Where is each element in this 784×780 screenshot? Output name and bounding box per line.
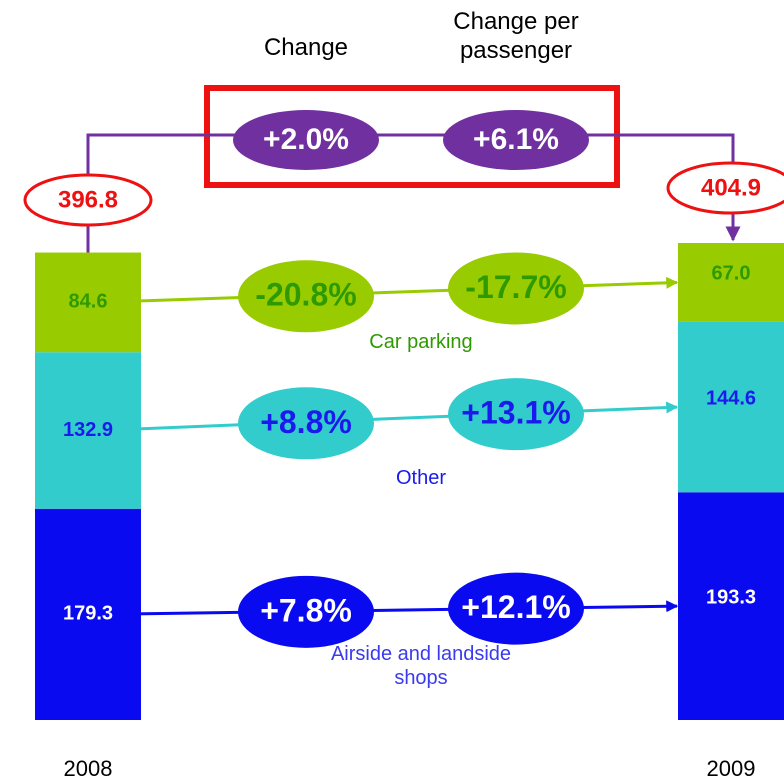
x-tick-label: 2008 [64,756,113,780]
change-label: -17.7% [465,269,566,305]
value-label: 67.0 [712,263,751,285]
series-line [97,600,679,616]
change-oval [238,575,374,648]
bar-segment [678,321,784,493]
change-heading: Change per passenger [453,8,579,64]
total-connector [86,133,741,253]
change-oval [448,252,584,325]
bar-segment [678,492,784,720]
change-oval [238,260,374,333]
series-name: Car parking [369,330,473,353]
change-label: -20.8% [255,277,356,313]
change-oval [448,378,584,451]
value-label: 84.6 [69,291,108,313]
series-line [97,276,679,304]
value-label: 144.6 [706,387,756,409]
change-oval [233,110,379,170]
x-tick-label: 2009 [707,756,756,780]
change-oval [238,387,374,460]
series-name: Airside and landside shops [330,643,512,690]
change-label: +12.1% [461,589,570,625]
series-name: Other [395,467,447,490]
change-heading: Change [263,34,349,61]
value-label: 179.3 [63,603,113,625]
value-label: 193.3 [706,586,756,608]
value-label: 132.9 [63,419,113,441]
series-line [97,401,679,432]
change-label: +7.8% [260,592,352,628]
change-label: +8.8% [260,404,352,440]
change-oval [448,572,584,645]
bar-segment [678,243,784,322]
change-label: +6.1% [473,123,559,156]
total-label: 404.9 [701,174,761,201]
total-oval [666,161,784,215]
total-label: 396.8 [58,186,118,213]
change-oval [443,110,589,170]
change-label: +2.0% [263,123,349,156]
total-oval [23,173,153,227]
change-label: +13.1% [461,395,570,431]
